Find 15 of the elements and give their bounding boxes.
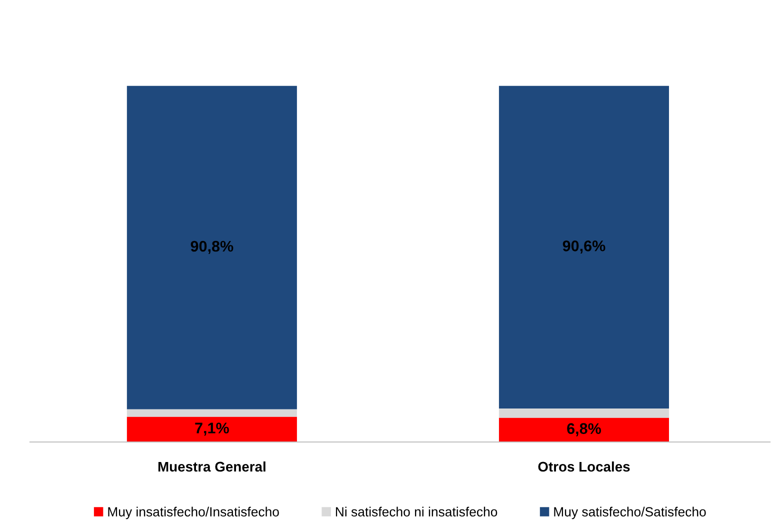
bar — [498, 418, 669, 442]
legend-label: Muy satisfecho/Satisfecho — [554, 506, 706, 520]
bar — [126, 416, 297, 442]
legend-label: Ni satisfecho ni insatisfecho — [336, 506, 498, 516]
data-label: 6,8% — [567, 423, 601, 436]
x-tick-label: Muestra General — [158, 461, 266, 472]
bar — [498, 408, 669, 418]
data-label: 90,6% — [562, 240, 606, 254]
data-label: 90,8% — [190, 240, 234, 254]
bar — [126, 409, 297, 417]
x-tick-label: Otros Locales — [538, 461, 630, 472]
legend-label: Muy insatisfecho/Insatisfecho — [108, 506, 279, 520]
bar — [126, 86, 297, 410]
data-label: 7,1% — [195, 422, 229, 436]
bar — [498, 86, 669, 409]
